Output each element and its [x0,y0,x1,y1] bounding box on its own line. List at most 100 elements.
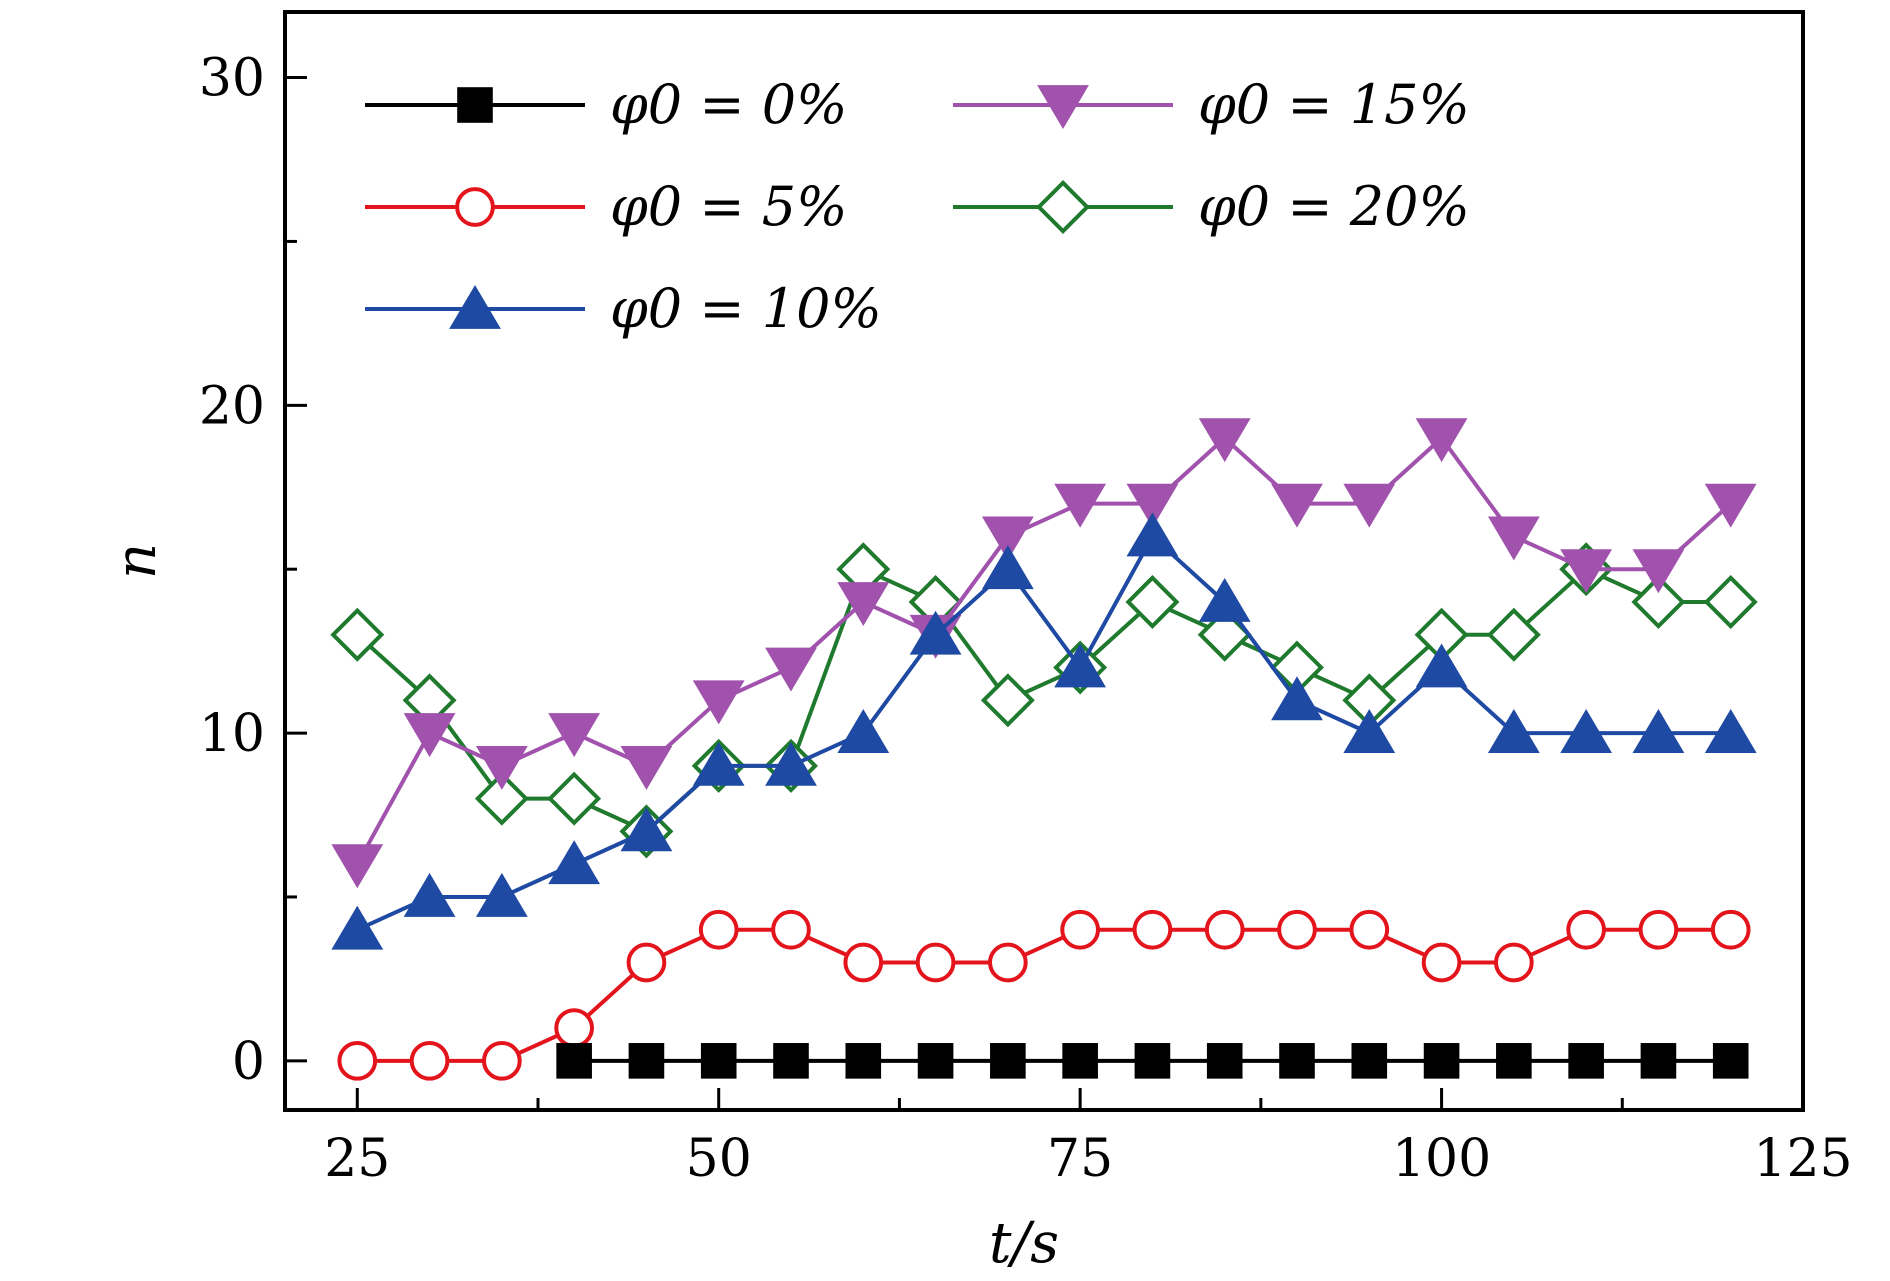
data-point [917,1043,954,1079]
data-point [547,771,602,826]
data-point [1351,1043,1388,1079]
data-point [1712,1043,1749,1079]
data-point [1126,483,1179,528]
data-point [692,741,745,786]
data-point [330,607,385,662]
plot-frame [283,10,1805,1112]
legend-marker [457,87,493,123]
data-point [1632,709,1685,753]
data-point [556,1043,592,1079]
data-point [909,610,962,655]
y-axis-label: n [104,543,169,579]
data-point [1198,577,1251,622]
x-axis-label: t/s [989,1211,1059,1276]
data-point [765,647,817,692]
data-point [845,1043,882,1079]
data-point [765,741,817,786]
data-point [700,1043,737,1079]
data-point [1704,709,1757,753]
data-point [990,1043,1026,1079]
legend-marker [1036,180,1090,234]
series-0 [556,1043,1749,1079]
series-2 [331,512,1757,950]
legend-label: φ0 = 20% [1198,175,1470,238]
data-point [1132,909,1173,950]
data-point [620,745,673,790]
series-3 [331,418,1757,889]
data-point [1271,676,1323,721]
data-point [409,1040,450,1081]
data-point [548,840,601,885]
x-tick-label: 25 [324,1129,390,1189]
data-point [1566,909,1606,950]
data-point [1415,643,1468,688]
data-point [1062,1043,1098,1079]
axes-layer: 25 50 75 100 125 0 10 20 30 t/s n [104,10,1853,1276]
data-point [554,1008,594,1048]
data-point [626,942,667,983]
data-point [1487,516,1540,561]
data-point [1710,909,1751,950]
data-point [1054,483,1107,528]
data-point [1632,549,1685,594]
data-point [482,1040,522,1081]
data-point [1134,1043,1171,1079]
legend-marker [449,284,501,329]
data-point [331,905,384,950]
data-point [843,942,884,983]
legend-item: φ0 = 5% [365,175,847,238]
legend-item: φ0 = 15% [953,73,1470,136]
series-4 [330,542,1758,859]
data-point [698,909,739,950]
data-point [981,545,1034,590]
series-layer [330,418,1758,1081]
y-tick-label: 10 [199,704,265,764]
data-point [1125,574,1180,629]
data-point [1631,574,1686,629]
y-tick-label: 0 [232,1032,265,1092]
data-point [837,582,890,626]
data-point [1486,607,1541,662]
data-point [628,1043,665,1079]
y-tick-label: 20 [199,376,265,436]
data-point [475,745,528,790]
data-point [1198,418,1251,463]
legend-item: φ0 = 10% [365,277,882,340]
data-point [1271,483,1323,528]
data-point [1126,512,1179,557]
data-point [1704,483,1757,528]
x-tick-label: 125 [1753,1129,1852,1189]
series-1 [337,909,1751,1081]
data-point [915,942,956,983]
data-point [1640,1043,1677,1079]
legend-label: φ0 = 15% [1198,73,1470,136]
data-point [337,1040,378,1081]
data-point [1343,483,1396,528]
legend-marker [455,187,495,227]
x-tick-label: 75 [1047,1129,1113,1189]
data-point [331,844,384,889]
legend-item: φ0 = 0% [365,73,847,136]
data-point [1487,709,1540,753]
data-point [1423,1043,1460,1079]
data-point [1703,574,1758,629]
data-point [1638,909,1679,950]
data-point [1415,418,1468,463]
legend-marker [1037,85,1089,130]
data-point [1494,942,1534,983]
legend-item: φ0 = 20% [953,175,1470,238]
series-line [356,533,1731,932]
data-point [1054,643,1107,688]
data-point [771,909,811,950]
legend-label: φ0 = 5% [610,175,847,238]
legend: φ0 = 0% φ0 = 5% φ0 = 10% φ0 = 15% φ0 = 20% [365,73,1470,340]
x-tick-label: 50 [686,1129,752,1189]
data-point [1349,909,1390,950]
data-point [1060,909,1100,950]
data-point [980,673,1035,728]
x-tick-label: 100 [1392,1129,1491,1189]
legend-label: φ0 = 10% [610,277,882,340]
legend-label: φ0 = 0% [610,73,847,136]
data-point [620,807,673,852]
data-point [1277,909,1317,950]
